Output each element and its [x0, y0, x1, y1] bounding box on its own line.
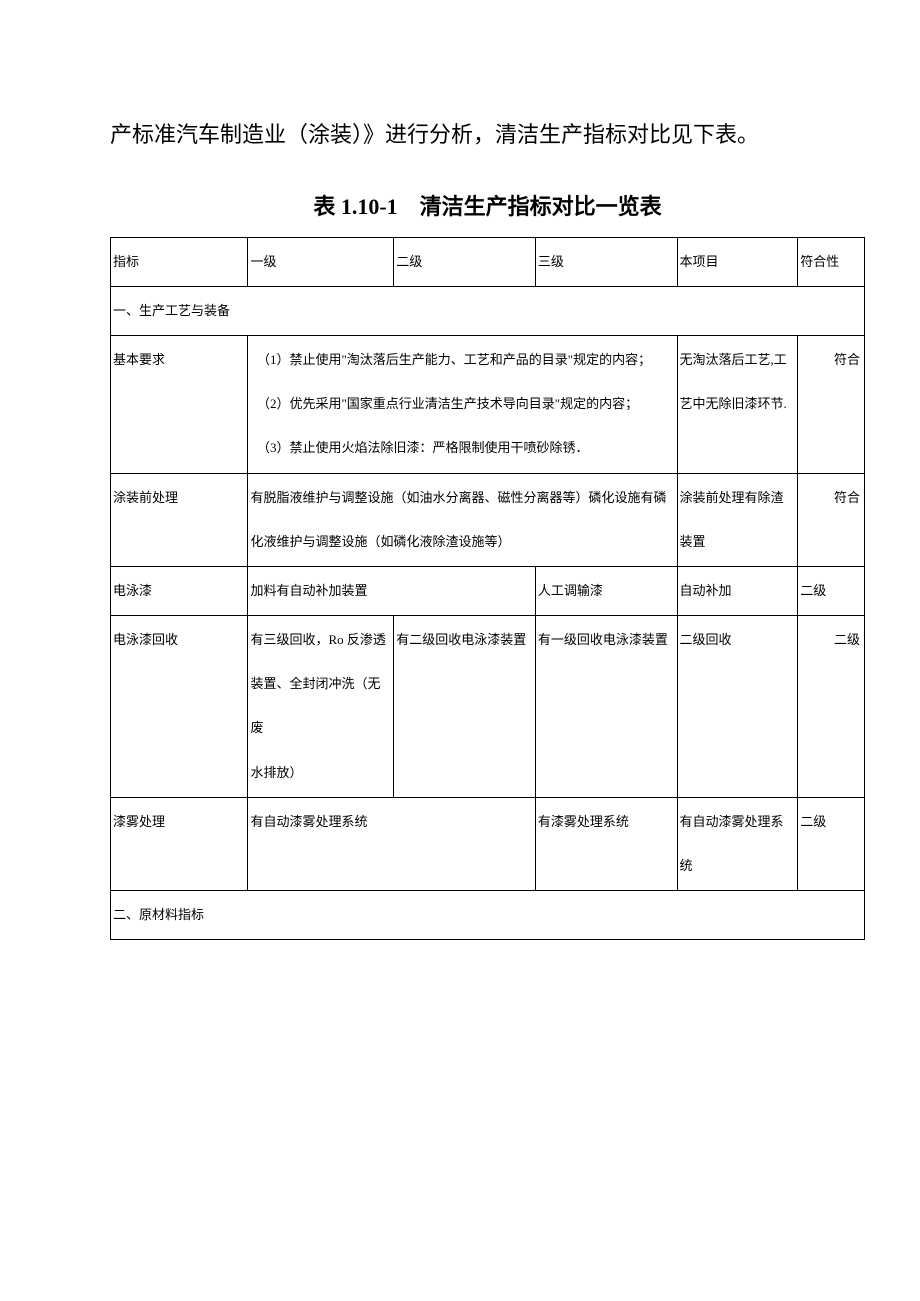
basic-req-indicator: 基本要求 — [111, 335, 248, 473]
caption-title: 清洁生产指标对比一览表 — [398, 194, 662, 219]
edip-conformity: 二级 — [798, 566, 865, 615]
hdr-level3: 三级 — [535, 237, 677, 286]
edip-rec-l1: 有三级回收，Ro 反渗透装置、全封闭冲洗（无废 水排放） — [248, 616, 394, 798]
spray-indicator: 漆雾处理 — [111, 797, 248, 890]
caption-prefix: 表 — [313, 194, 341, 219]
spray-l12: 有自动漆雾处理系统 — [248, 797, 535, 890]
hdr-level2: 二级 — [394, 237, 536, 286]
caption-number: 1.10-1 — [341, 194, 398, 219]
spray-project: 有自动漆雾处理系统 — [677, 797, 798, 890]
pretreat-indicator: 涂装前处理 — [111, 473, 248, 566]
section-row-1: 一、生产工艺与装备 — [111, 286, 865, 335]
hdr-project: 本项目 — [677, 237, 798, 286]
section-row-2: 二、原材料指标 — [111, 891, 865, 940]
pretreat-levels: 有脱脂液维护与调整设施（如油水分离器、磁性分离器等）磷化设施有磷化液维护与调整设… — [248, 473, 677, 566]
basic-req-conformity: 符合 — [798, 335, 865, 473]
edip-project: 自动补加 — [677, 566, 798, 615]
row-spray-mist: 漆雾处理 有自动漆雾处理系统 有漆雾处理系统 有自动漆雾处理系统 二级 — [111, 797, 865, 890]
hdr-indicator: 指标 — [111, 237, 248, 286]
comparison-table: 指标 一级 二级 三级 本项目 符合性 一、生产工艺与装备 基本要求 （1）禁止… — [110, 237, 865, 941]
row-edip-recovery: 电泳漆回收 有三级回收，Ro 反渗透装置、全封闭冲洗（无废 水排放） 有二级回收… — [111, 616, 865, 798]
edip-rec-project: 二级回收 — [677, 616, 798, 798]
intro-paragraph: 产标准汽车制造业（涂装）》进行分析，清洁生产指标对比见下表。 — [110, 110, 865, 161]
row-basic-req: 基本要求 （1）禁止使用"淘汰落后生产能力、工艺和产品的目录"规定的内容； （2… — [111, 335, 865, 473]
table-caption: 表 1.10-1 清洁生产指标对比一览表 — [110, 189, 865, 221]
pretreat-project: 涂装前处理有除渣装置 — [677, 473, 798, 566]
hdr-conformity: 符合性 — [798, 237, 865, 286]
row-edip: 电泳漆 加料有自动补加装置 人工调输漆 自动补加 二级 — [111, 566, 865, 615]
section-2-title: 二、原材料指标 — [111, 891, 865, 940]
pretreat-conformity: 符合 — [798, 473, 865, 566]
edip-l3: 人工调输漆 — [535, 566, 677, 615]
spray-conformity: 二级 — [798, 797, 865, 890]
edip-l12: 加料有自动补加装置 — [248, 566, 535, 615]
edip-indicator: 电泳漆 — [111, 566, 248, 615]
edip-rec-indicator: 电泳漆回收 — [111, 616, 248, 798]
spray-l3: 有漆雾处理系统 — [535, 797, 677, 890]
row-pretreat: 涂装前处理 有脱脂液维护与调整设施（如油水分离器、磁性分离器等）磷化设施有磷化液… — [111, 473, 865, 566]
table-header-row: 指标 一级 二级 三级 本项目 符合性 — [111, 237, 865, 286]
basic-req-project: 无淘汰落后工艺,工艺中无除旧漆环节. — [677, 335, 798, 473]
basic-req-levels: （1）禁止使用"淘汰落后生产能力、工艺和产品的目录"规定的内容； （2）优先采用… — [248, 335, 677, 473]
edip-rec-conformity: 二级 — [798, 616, 865, 798]
edip-rec-l2: 有二级回收电泳漆装置 — [394, 616, 536, 798]
hdr-level1: 一级 — [248, 237, 394, 286]
section-1-title: 一、生产工艺与装备 — [111, 286, 865, 335]
edip-rec-l3: 有一级回收电泳漆装置 — [535, 616, 677, 798]
